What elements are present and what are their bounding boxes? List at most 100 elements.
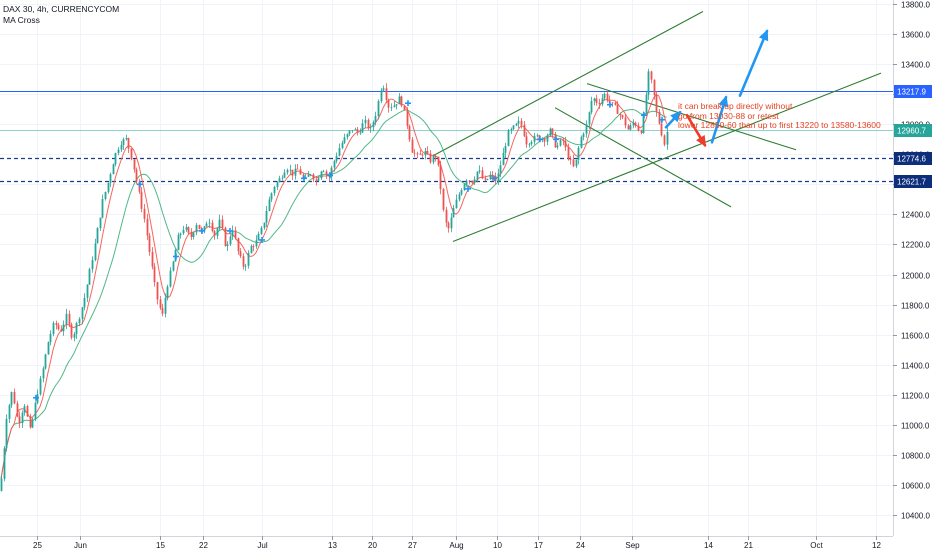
candle-body xyxy=(536,135,539,137)
cross-marker xyxy=(137,181,143,188)
candle-body xyxy=(73,333,76,338)
candle-body xyxy=(572,159,575,167)
candle-body xyxy=(528,143,531,145)
cross-marker xyxy=(227,227,233,234)
candle-body xyxy=(411,139,414,153)
candle-body xyxy=(549,128,552,136)
y-tick-label: 12000.0 xyxy=(901,272,930,281)
candle-body xyxy=(533,135,536,142)
x-tick-label: Oct xyxy=(810,541,823,550)
cross-marker xyxy=(405,100,411,107)
candle-body xyxy=(624,117,627,126)
candle-body xyxy=(273,187,276,194)
y-tick-label: 11600.0 xyxy=(901,332,930,341)
trendline xyxy=(452,72,882,242)
candle-body xyxy=(463,184,466,191)
arrow-head xyxy=(758,29,769,42)
candle-body xyxy=(213,231,216,236)
x-tick-label: Jul xyxy=(257,541,267,550)
time-axis[interactable]: 25 Jun 15 22 Jul 13 20 27 Aug 10 17 24 Sep 14 21 Oct 12 xyxy=(0,536,893,550)
candle-body xyxy=(567,147,570,160)
candle-body xyxy=(330,167,333,177)
candle-body xyxy=(130,148,133,160)
x-tick-label: 25 xyxy=(33,541,42,550)
cross-marker xyxy=(301,175,307,182)
symbol-title[interactable]: DAX 30, 4h, CURRENCYCOM xyxy=(3,4,120,14)
candle-body xyxy=(346,133,349,138)
candle-body xyxy=(8,405,11,419)
candle-body xyxy=(3,448,6,479)
price-axis[interactable]: 10400.0 10600.0 10800.0 11000.0 11200.0 11400… xyxy=(893,0,932,550)
candle-body xyxy=(447,222,450,229)
candle-body xyxy=(380,90,383,102)
chart-legend: DAX 30, 4h, CURRENCYCOM MA Cross xyxy=(3,4,119,26)
candle-body xyxy=(172,261,175,271)
candle-body xyxy=(632,122,635,126)
candle-body xyxy=(525,136,528,145)
price-line-label: 12960.7 xyxy=(897,127,926,136)
candle-body xyxy=(205,223,208,227)
candle-body xyxy=(476,171,479,180)
candle-body xyxy=(499,165,502,174)
candle-body xyxy=(382,88,385,91)
candle-body xyxy=(562,139,565,142)
candle-body xyxy=(270,193,273,200)
blue-arrow xyxy=(664,110,682,129)
candle-body xyxy=(351,130,354,131)
indicator-title[interactable]: MA Cross xyxy=(3,15,40,25)
candle-body xyxy=(333,161,336,168)
candle-body xyxy=(450,217,453,229)
trendline xyxy=(432,11,704,157)
chart-grid xyxy=(0,0,893,536)
candle-body xyxy=(637,125,640,131)
candle-body xyxy=(621,115,624,118)
candle-body xyxy=(507,130,510,147)
candle-body xyxy=(146,218,149,236)
candle-body xyxy=(177,235,180,251)
candle-body xyxy=(299,169,302,175)
candle-body xyxy=(5,418,8,449)
candle-body xyxy=(151,251,154,267)
blue-arrow xyxy=(738,29,769,97)
candle-body xyxy=(465,180,468,185)
price-line-badge xyxy=(894,124,932,137)
y-tick-label: 12400.0 xyxy=(901,211,930,220)
candle-body xyxy=(153,266,156,283)
candle-body xyxy=(640,130,643,133)
candle-body xyxy=(192,232,195,237)
candle-body xyxy=(588,112,591,125)
candle-body xyxy=(666,131,669,145)
candle-body xyxy=(166,286,169,299)
x-tick-label: 12 xyxy=(872,541,881,550)
candle-body xyxy=(650,71,653,80)
candle-body xyxy=(580,137,583,148)
price-line-badge xyxy=(894,85,932,98)
candle-body xyxy=(364,119,367,124)
candle-body xyxy=(281,177,284,179)
candle-body xyxy=(195,224,198,233)
candle-body xyxy=(276,182,279,188)
x-tick-label: 14 xyxy=(704,541,713,550)
candle-body xyxy=(564,141,567,148)
cross-marker xyxy=(537,136,543,143)
candle-body xyxy=(239,251,242,257)
candle-body xyxy=(190,232,193,237)
candle-body xyxy=(244,265,247,267)
candle-body xyxy=(101,198,104,218)
candle-body xyxy=(0,478,3,491)
arrow-head xyxy=(670,110,682,123)
candle-body xyxy=(658,111,661,124)
candle-body xyxy=(86,284,89,298)
candle-body xyxy=(125,138,128,140)
candle-body xyxy=(645,94,648,114)
candle-body xyxy=(374,115,377,123)
candle-body xyxy=(216,228,219,236)
candle-body xyxy=(88,269,91,285)
candle-body xyxy=(653,79,656,95)
candle-body xyxy=(70,324,73,338)
candle-body xyxy=(608,100,611,103)
candle-body xyxy=(109,174,112,183)
candle-body xyxy=(250,246,253,254)
candle-body xyxy=(629,125,632,130)
